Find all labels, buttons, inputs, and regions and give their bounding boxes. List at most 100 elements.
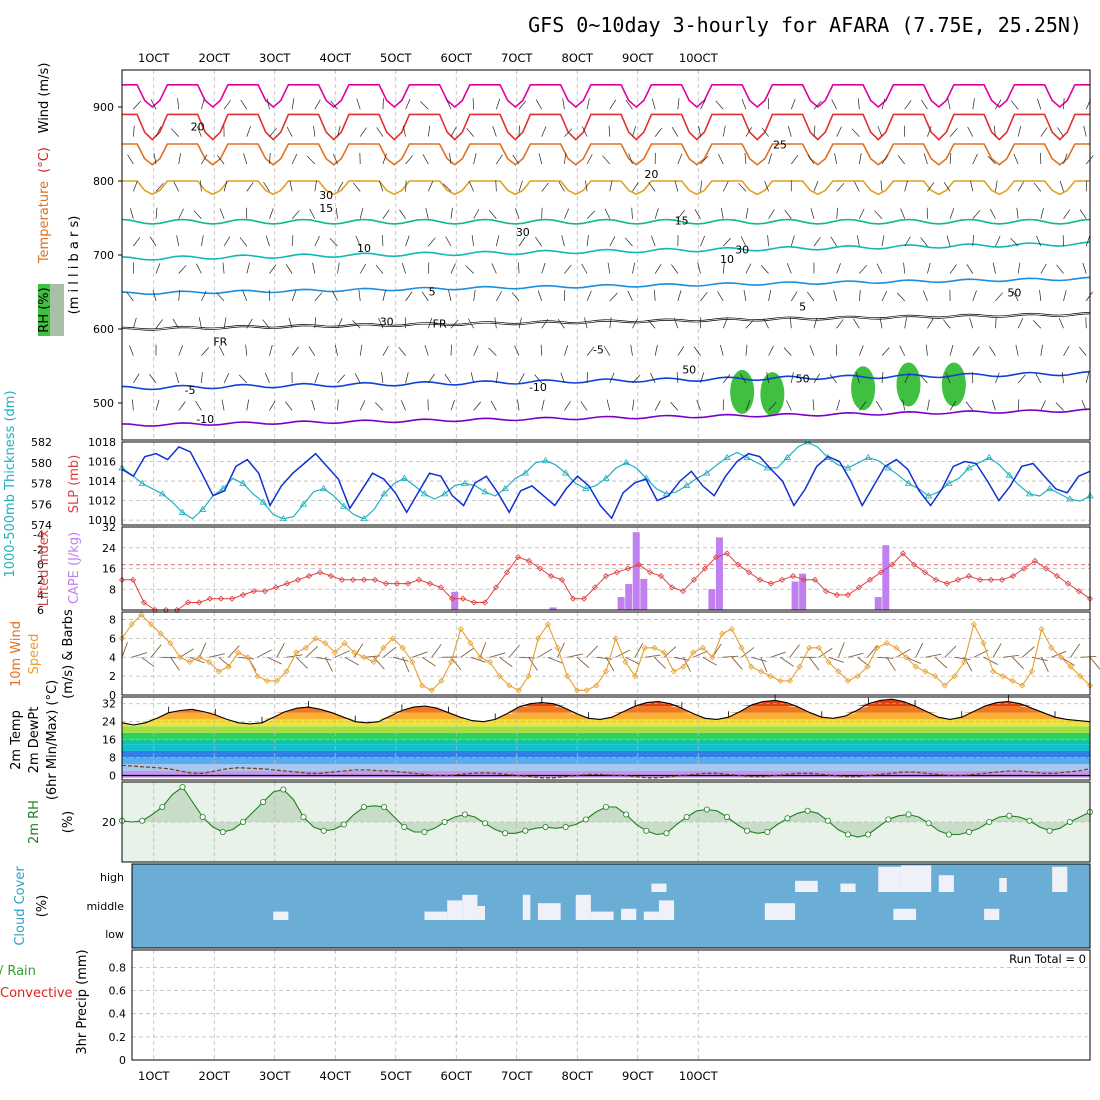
li-marker [888,561,896,568]
temp-band-4 [122,744,1090,751]
precip-ylabel-unit: 3hr Precip (mm) [75,949,90,1054]
wind-barb-10m [150,644,162,658]
thickness-tick-578: 578 [31,478,52,491]
wind-barb-10m [499,656,513,668]
wind-marker [486,658,493,666]
wind-barb-10m [770,651,786,658]
li-marker [360,576,368,583]
cloud-level-high: high [100,871,124,884]
cape-frame [121,526,1091,611]
wind-barb-10m [1089,656,1100,670]
x-tick-bottom-5: 5OCT [380,1069,412,1083]
thickness-marker [864,453,872,460]
precip-ylabel-total: tal / Rain [0,964,36,979]
wind-barb [405,235,410,247]
thickness-marker [582,484,590,492]
thickness-marker [1025,490,1034,497]
wind-barb [291,98,295,110]
wind-barb [291,290,297,301]
wind-marker [525,673,532,680]
precip-ylabel-convective: Convective [0,986,73,1001]
wind-barb [246,318,253,329]
wind-barb [920,237,928,247]
li-marker [382,580,390,587]
wind-marker [225,663,232,670]
wind-barb [1017,318,1024,329]
wind-barb-10m [518,656,535,659]
wind-barb [671,126,679,137]
wind-barb [903,262,906,274]
wind-barb [471,235,475,247]
wind-barb [352,320,361,329]
wind-barb [465,265,474,274]
rh-marker [905,811,912,818]
wind-marker [873,644,881,651]
wind-barb [720,207,724,219]
slp-line [121,445,1091,520]
thickness-marker [198,505,207,512]
wind-barb [581,263,588,274]
wind-barb [945,372,951,384]
li-marker [866,576,874,583]
wind-barb [631,207,633,219]
li-marker [1053,572,1061,580]
wind-barb [949,128,958,137]
wind-barb [427,181,434,192]
wind-barb [836,399,841,411]
wind-marker [912,663,919,670]
wind-marker [360,654,368,661]
wind-barb [807,291,815,302]
thickness-marker [743,453,751,460]
wind-barb [1059,180,1064,192]
wind-barb-10m [954,656,971,660]
li-marker [184,599,192,606]
wind-barb [1063,290,1067,301]
wind-barb [1085,235,1091,247]
thickness-tick-580: 580 [31,457,52,470]
wind-marker [196,654,203,661]
wind-barb [1040,344,1043,356]
li-marker [877,569,885,576]
wind-barb [584,317,588,329]
wind-barb-10m [479,642,487,658]
wind-barb [949,264,957,274]
wind-barb-10m [1060,656,1075,666]
rh-marker [199,814,206,821]
thickness-marker [138,479,146,486]
wind-barb [927,126,932,137]
wind-barb [1040,400,1046,411]
wind-marker [186,658,193,666]
wind-barb [1017,181,1024,192]
contour-label-11: 15 [675,215,689,228]
wind-barb [541,182,549,192]
wind-marker [138,611,145,618]
wind-barb [489,210,497,219]
li-marker [492,584,500,591]
cape-tick-8: 8 [109,583,116,596]
wind-barb [783,347,792,356]
wind-barb [376,127,384,137]
wind-barb [904,317,907,329]
li-marker [1009,572,1017,580]
wind-barb [239,237,248,247]
li-marker [855,584,863,591]
wind-barb-10m [421,656,436,667]
wind-barb [1079,346,1087,356]
rh-ylabel-unit: (%) [61,811,76,834]
wind-barb [995,317,997,329]
wind-barb [904,236,911,247]
wind-barb [745,127,753,137]
wind-barb [608,125,611,137]
thickness-marker [1066,495,1074,502]
wind-barb [126,291,134,302]
li-marker [1020,565,1028,572]
wind-marker [448,658,455,666]
thickness-marker [420,490,429,497]
wind-barb [965,401,974,411]
wind-barb [927,182,935,192]
lifted-index-line [122,552,1091,611]
x-tick-bottom-2: 2OCT [199,1069,231,1083]
wind-barb [654,344,658,356]
wind-barb [428,237,436,247]
